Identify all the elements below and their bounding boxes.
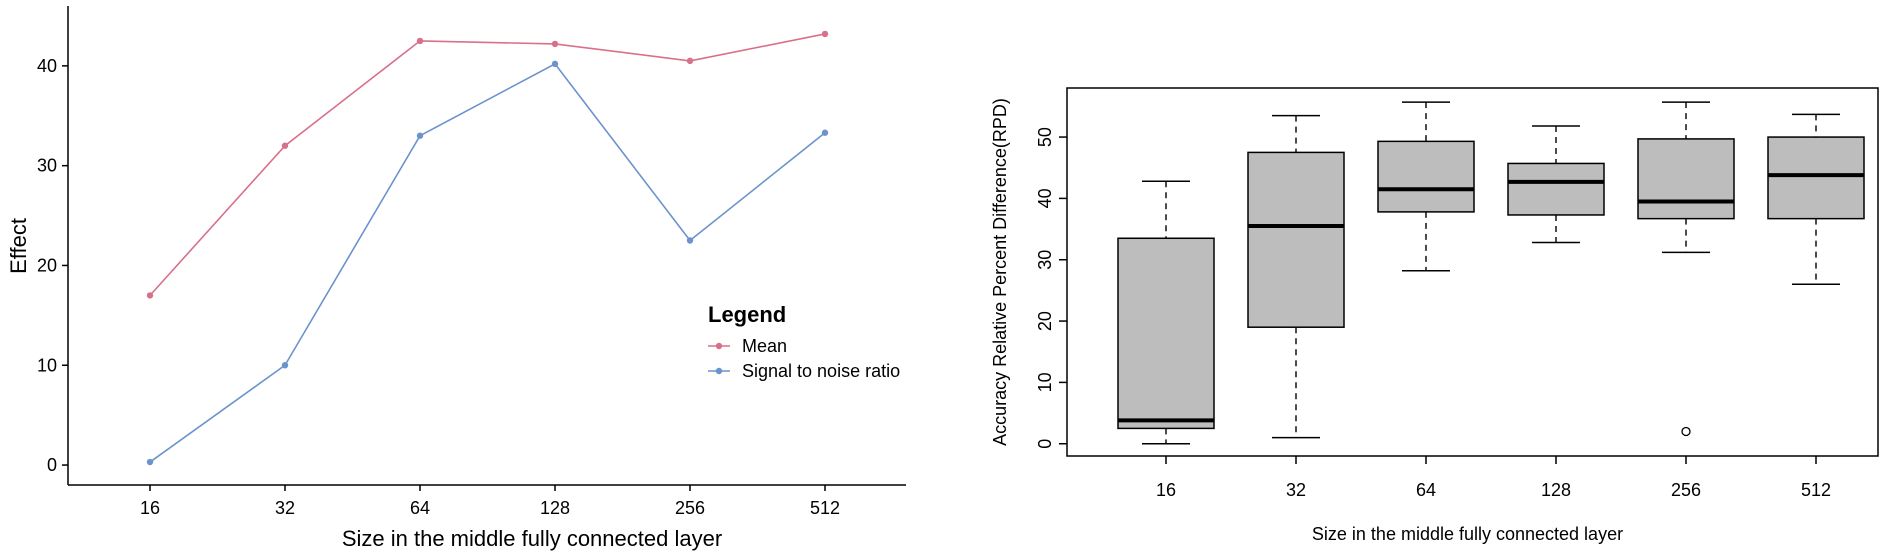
- legend-entry: Mean: [742, 336, 787, 356]
- y-tick-label: 30: [37, 156, 57, 176]
- plot-frame: [1066, 87, 1879, 457]
- box: [1377, 140, 1475, 213]
- x-axis-title: Size in the middle fully connected layer: [342, 526, 722, 551]
- box-plot-panel: 0 10 20 30 40 50 16 32 64 128 256 512 Size in the mi…: [990, 87, 1879, 544]
- data-point: [821, 129, 829, 136]
- y-tick-label: 10: [1035, 372, 1055, 392]
- x-tick-label: 512: [810, 498, 840, 518]
- y-tick-label: 30: [1035, 250, 1055, 270]
- series-line-0: [149, 33, 826, 296]
- y-tick-label: 50: [1035, 127, 1055, 147]
- data-point: [146, 458, 154, 466]
- data-point: [686, 57, 694, 65]
- box: [1637, 138, 1735, 220]
- box: [1507, 162, 1605, 216]
- legend-swatch-point: [715, 342, 723, 350]
- box: [1767, 136, 1865, 220]
- data-point: [146, 292, 154, 299]
- legend-entry: Signal to noise ratio: [742, 361, 900, 381]
- x-tick-label: 16: [140, 498, 160, 518]
- legend-swatch-point: [715, 367, 723, 375]
- y-axis-title: Accuracy Relative Percent Difference(RPD…: [990, 98, 1010, 446]
- x-axis-title: Size in the middle fully connected layer: [1312, 524, 1623, 544]
- x-tick-label: 16: [1156, 480, 1176, 500]
- series-line-1: [149, 62, 826, 463]
- data-point: [281, 142, 289, 149]
- y-tick-label: 0: [1035, 439, 1055, 449]
- x-tick-label: 32: [1286, 480, 1306, 500]
- x-tick-label: 128: [540, 498, 570, 518]
- y-tick-label: 20: [37, 255, 57, 275]
- x-tick-label: 512: [1801, 480, 1831, 500]
- y-tick-label: 40: [1035, 188, 1055, 208]
- data-point: [416, 132, 424, 139]
- y-tick-label: 40: [37, 56, 57, 76]
- x-tick-label: 64: [410, 498, 430, 518]
- data-point: [686, 237, 694, 244]
- data-point: [821, 30, 829, 38]
- line-chart-panel: 0 10 20 30 40 16 32 64 128 256 512 Size in the midd…: [6, 6, 906, 551]
- box: [1247, 151, 1345, 328]
- data-point: [551, 40, 559, 48]
- data-point: [551, 60, 559, 68]
- outlier-point: [1681, 426, 1691, 437]
- y-tick-label: 0: [47, 455, 57, 475]
- x-tick-label: 256: [675, 498, 705, 518]
- data-point: [416, 37, 424, 45]
- x-tick-label: 256: [1671, 480, 1701, 500]
- legend-title: Legend: [708, 302, 786, 327]
- box: [1117, 237, 1215, 430]
- y-axis-title: Effect: [6, 218, 31, 274]
- x-tick-label: 32: [275, 498, 295, 518]
- y-tick-label: 10: [37, 355, 57, 375]
- data-point: [281, 362, 289, 369]
- x-tick-label: 128: [1541, 480, 1571, 500]
- y-tick-label: 20: [1035, 311, 1055, 331]
- x-tick-label: 64: [1416, 480, 1436, 500]
